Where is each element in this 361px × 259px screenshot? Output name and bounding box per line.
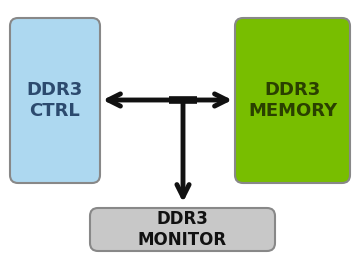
FancyBboxPatch shape [235,18,350,183]
Text: DDR3
MEMORY: DDR3 MEMORY [248,81,337,120]
Text: DDR3
MONITOR: DDR3 MONITOR [138,210,227,249]
FancyBboxPatch shape [90,208,275,251]
Text: DDR3
CTRL: DDR3 CTRL [27,81,83,120]
FancyBboxPatch shape [10,18,100,183]
